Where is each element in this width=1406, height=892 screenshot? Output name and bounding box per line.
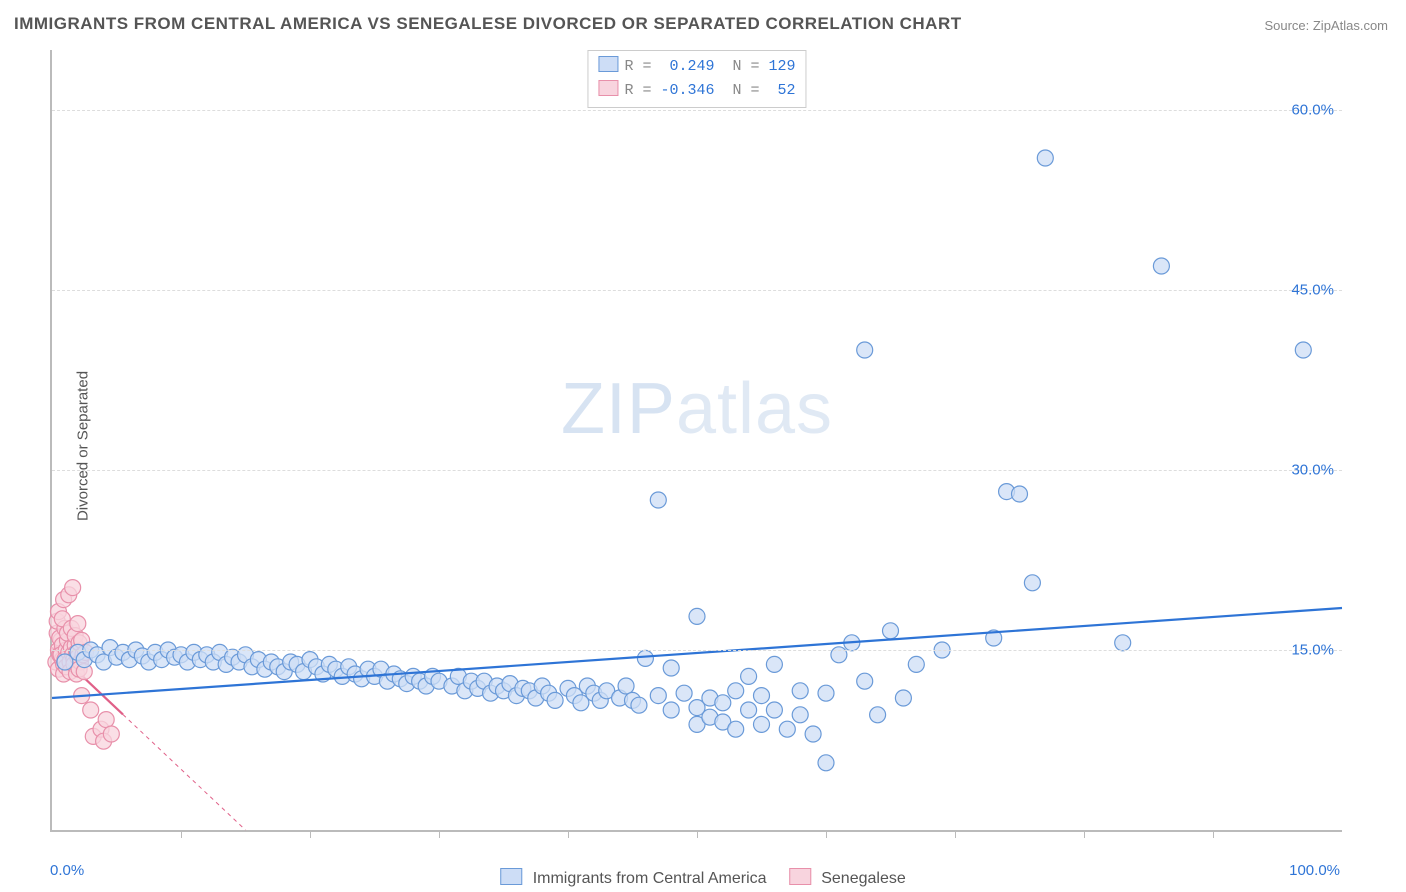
x-tick-minor (1213, 830, 1214, 838)
data-point (857, 342, 873, 358)
y-tick-label: 60.0% (1291, 102, 1334, 119)
data-point (818, 755, 834, 771)
legend-n-1: 129 (769, 58, 796, 75)
data-point (98, 712, 114, 728)
data-point (870, 707, 886, 723)
data-point (792, 707, 808, 723)
data-point (1012, 486, 1028, 502)
data-point (818, 685, 834, 701)
swatch-pink-icon (789, 868, 811, 885)
data-point (766, 702, 782, 718)
data-point (741, 668, 757, 684)
data-point (618, 678, 634, 694)
x-tick-minor (310, 830, 311, 838)
data-point (676, 685, 692, 701)
legend-row-2: R = -0.346 N = 52 (598, 79, 795, 103)
gridline (52, 470, 1342, 471)
x-tick-minor (955, 830, 956, 838)
legend-r-label: R = (624, 58, 660, 75)
data-point (650, 688, 666, 704)
data-point (908, 656, 924, 672)
legend-n-label-2: N = (733, 82, 769, 99)
y-tick-label: 30.0% (1291, 462, 1334, 479)
legend-bottom-b: Senegalese (821, 870, 906, 887)
legend-r-1: 0.249 (669, 58, 714, 75)
data-point (1115, 635, 1131, 651)
chart-title: IMMIGRANTS FROM CENTRAL AMERICA VS SENEG… (14, 14, 962, 34)
swatch-blue-icon (500, 868, 522, 885)
data-point (728, 683, 744, 699)
x-tick-minor (181, 830, 182, 838)
data-point (1024, 575, 1040, 591)
data-point (805, 726, 821, 742)
legend-n-2: 52 (778, 82, 796, 99)
data-point (663, 702, 679, 718)
x-tick-minor (697, 830, 698, 838)
legend-stats: R = 0.249 N = 129 R = -0.346 N = 52 (587, 50, 806, 108)
scatter-svg (52, 50, 1342, 830)
swatch-pink-icon (598, 80, 618, 96)
data-point (779, 721, 795, 737)
data-point (637, 650, 653, 666)
legend-bottom: Immigrants from Central America Senegale… (500, 868, 906, 888)
data-point (83, 702, 99, 718)
data-point (1153, 258, 1169, 274)
data-point (792, 683, 808, 699)
data-point (65, 580, 81, 596)
y-tick-label: 45.0% (1291, 282, 1334, 299)
data-point (754, 688, 770, 704)
gridline (52, 650, 1342, 651)
legend-n-label: N = (733, 58, 769, 75)
gridline (52, 290, 1342, 291)
x-tick-1: 100.0% (1289, 862, 1340, 879)
data-point (1295, 342, 1311, 358)
data-point (883, 623, 899, 639)
gridline (52, 110, 1342, 111)
data-point (663, 660, 679, 676)
x-tick-minor (439, 830, 440, 838)
data-point (650, 492, 666, 508)
y-tick-label: 15.0% (1291, 642, 1334, 659)
data-point (631, 697, 647, 713)
data-point (895, 690, 911, 706)
data-point (857, 673, 873, 689)
data-point (741, 702, 757, 718)
legend-r-2: -0.346 (660, 82, 714, 99)
data-point (103, 726, 119, 742)
x-tick-minor (826, 830, 827, 838)
x-tick-minor (568, 830, 569, 838)
data-point (754, 716, 770, 732)
legend-row-1: R = 0.249 N = 129 (598, 55, 795, 79)
swatch-blue-icon (598, 56, 618, 72)
legend-bottom-a: Immigrants from Central America (533, 870, 767, 887)
x-tick-minor (1084, 830, 1085, 838)
data-point (689, 608, 705, 624)
legend-r-label-2: R = (624, 82, 660, 99)
data-point (766, 656, 782, 672)
data-point (547, 692, 563, 708)
data-point (1037, 150, 1053, 166)
x-tick-0: 0.0% (50, 862, 84, 879)
source-label: Source: ZipAtlas.com (1264, 18, 1388, 33)
data-point (715, 695, 731, 711)
trend-line-pink-dashed (123, 714, 246, 830)
plot-area: ZIPatlas R = 0.249 N = 129 R = -0.346 N … (50, 50, 1342, 832)
data-point (728, 721, 744, 737)
data-point (70, 616, 86, 632)
